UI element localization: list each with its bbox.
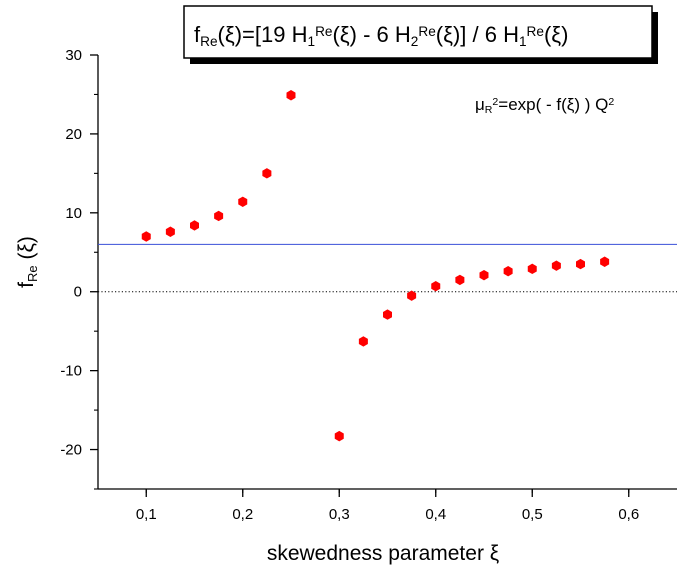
title-box bbox=[183, 5, 653, 59]
data-point bbox=[503, 266, 513, 277]
data-point bbox=[479, 269, 489, 281]
data-point bbox=[286, 90, 296, 101]
data-point bbox=[431, 281, 441, 292]
data-point bbox=[358, 336, 368, 347]
data-points bbox=[141, 90, 610, 442]
data-point bbox=[383, 309, 392, 320]
y-tick-label: -20 bbox=[60, 442, 82, 459]
x-tick-label: 0,3 bbox=[329, 506, 350, 523]
reference-lines bbox=[98, 243, 677, 293]
data-point bbox=[190, 220, 199, 231]
x-tick-label: 0,1 bbox=[136, 506, 157, 523]
x-tick-label: 0,5 bbox=[522, 506, 543, 523]
y-axis-title: fRe (ξ) bbox=[15, 236, 40, 288]
chart-annotation: μR2=exp( - f(ξ) ) Q2 bbox=[475, 95, 614, 116]
y-tick-label: 10 bbox=[65, 205, 82, 222]
axes: 0,1 0,2 0,3 0,4 0,5 0,6 -20 -10 0 10 20 30 bbox=[60, 47, 677, 523]
y-tick-label: 0 bbox=[74, 284, 82, 301]
x-axis-title: skewedness parameter ξ bbox=[267, 542, 499, 565]
data-point bbox=[551, 260, 561, 271]
data-point bbox=[141, 231, 151, 242]
data-point bbox=[407, 290, 417, 301]
x-tick-label: 0,6 bbox=[618, 506, 639, 523]
x-tick-label: 0,4 bbox=[425, 506, 446, 523]
y-tick-label: -10 bbox=[60, 363, 82, 380]
data-point bbox=[165, 226, 175, 237]
data-point bbox=[238, 196, 248, 207]
data-point bbox=[214, 210, 224, 222]
chart-title: fRe(ξ)=[19 H1Re(ξ) - 6 H2Re(ξ)] / 6 H1Re… bbox=[194, 22, 568, 49]
data-point bbox=[600, 256, 610, 267]
x-tick-label: 0,2 bbox=[232, 506, 253, 523]
y-tick-label: 30 bbox=[65, 47, 82, 64]
data-point bbox=[576, 258, 585, 270]
data-point bbox=[262, 168, 272, 179]
data-point bbox=[334, 430, 344, 442]
data-point bbox=[527, 263, 537, 275]
y-tick-label: 20 bbox=[65, 126, 82, 143]
data-point bbox=[455, 274, 465, 286]
